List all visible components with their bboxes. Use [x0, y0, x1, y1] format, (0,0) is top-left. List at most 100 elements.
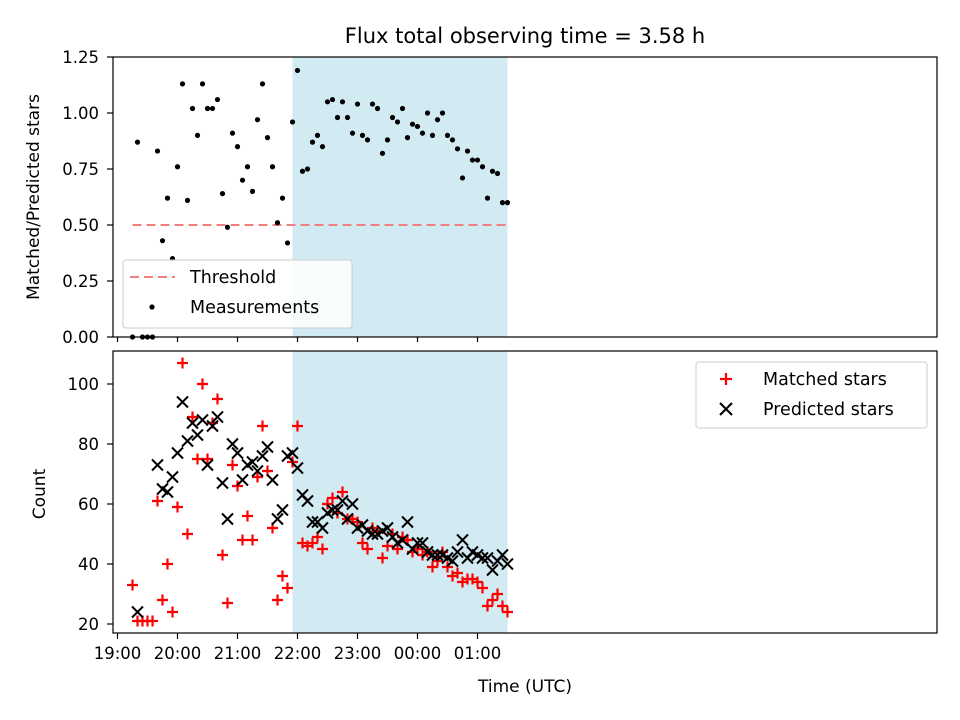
measurement-point: [399, 105, 406, 112]
legend-measurements-swatch: [149, 304, 155, 310]
measurement-point: [179, 81, 186, 87]
predicted-star-marker: [501, 557, 514, 571]
measurement-point: [304, 166, 311, 172]
ratio-x-ticks: [116, 337, 479, 342]
measurement-points: [129, 67, 511, 340]
predicted-star-marker: [331, 503, 344, 517]
matched-star-marker: [377, 552, 388, 564]
matched-star-marker: [202, 453, 213, 465]
measurement-point: [184, 197, 191, 203]
matched-star-marker: [197, 378, 208, 390]
predicted-star-marker: [481, 551, 494, 565]
predicted-star-marker: [261, 440, 274, 454]
measurement-point: [319, 144, 326, 150]
predicted-star-marker: [486, 563, 499, 577]
measurement-point: [204, 105, 211, 112]
predicted-star-marker: [411, 536, 424, 550]
measurement-point: [359, 132, 366, 138]
measurement-point: [219, 191, 226, 197]
measurement-point: [199, 81, 206, 87]
measurement-point: [379, 150, 386, 156]
measurement-point: [419, 130, 426, 136]
measurement-point: [384, 137, 391, 143]
ratio-panel: 0.00 0.25 0.50 0.75 1.00 1.25 Matched/Predict…: [24, 48, 938, 347]
measurement-point: [334, 114, 341, 121]
matched-star-marker: [147, 615, 158, 627]
count-y-axis-label: Count: [30, 468, 50, 519]
ratio-y-axis-label: Matched/Predicted stars: [24, 94, 44, 300]
legend-predicted-swatch: [719, 402, 733, 416]
predicted-star-marker: [366, 527, 379, 541]
x-tick-label: 01:00: [454, 644, 502, 663]
measurement-point: [299, 168, 306, 174]
predicted-star-marker: [211, 410, 224, 424]
predicted-star-marker: [166, 470, 179, 484]
y-tick-label: 100: [68, 375, 100, 394]
measurement-point: [279, 195, 286, 201]
legend-matched-label: Matched stars: [763, 370, 887, 390]
predicted-star-marker: [201, 458, 214, 472]
y-tick-label: 1.00: [62, 104, 99, 123]
predicted-star-marker: [191, 428, 204, 442]
predicted-star-marker: [326, 503, 339, 517]
matched-star-marker: [162, 558, 173, 570]
matched-star-marker: [337, 486, 348, 498]
x-axis-label: Time (UTC): [477, 677, 572, 697]
y-tick-label: 80: [78, 435, 99, 454]
matched-star-marker: [292, 420, 303, 432]
predicted-star-marker: [216, 476, 229, 490]
measurement-point: [229, 130, 236, 136]
predicted-star-marker: [181, 434, 194, 448]
measurement-point: [464, 148, 471, 154]
matched-stars-points: [127, 357, 513, 627]
predicted-star-marker: [381, 521, 394, 535]
legend-predicted-label: Predicted stars: [763, 400, 894, 420]
matched-star-marker: [352, 516, 363, 528]
predicted-star-marker: [456, 533, 469, 547]
matched-star-marker: [212, 393, 223, 405]
measurement-point: [424, 110, 431, 116]
predicted-star-marker: [196, 413, 209, 427]
measurement-point: [324, 99, 331, 105]
ratio-legend-box: [122, 259, 353, 329]
matched-star-marker: [182, 528, 193, 540]
measurement-point: [429, 132, 436, 138]
measurement-point: [339, 99, 346, 105]
predicted-star-marker: [286, 446, 299, 460]
legend-matched-swatch: [720, 373, 732, 385]
measurement-point: [389, 114, 396, 121]
measurement-point: [309, 139, 316, 145]
measurement-point: [134, 139, 141, 145]
predicted-star-marker: [251, 464, 264, 478]
x-tick-label: 21:00: [214, 644, 262, 663]
predicted-star-marker: [396, 533, 409, 547]
matched-star-marker: [482, 600, 493, 612]
measurement-point: [274, 220, 281, 226]
y-tick-label: 1.25: [62, 48, 99, 67]
predicted-star-marker: [446, 554, 459, 568]
measurement-point: [404, 135, 411, 141]
x-tick-label: 22:00: [274, 644, 322, 663]
predicted-star-marker: [226, 437, 239, 451]
measurement-point: [344, 114, 351, 121]
measurement-point: [269, 164, 276, 170]
predicted-star-marker: [151, 458, 164, 472]
x-tick-label: 23:00: [334, 644, 382, 663]
measurement-point: [499, 200, 506, 206]
predicted-star-marker: [336, 494, 349, 508]
measurement-point: [414, 123, 421, 130]
measurement-point: [154, 148, 161, 154]
predicted-star-marker: [401, 515, 414, 529]
measurement-point: [369, 101, 376, 107]
measurement-point: [254, 117, 261, 123]
legend-threshold-label: Threshold: [189, 268, 276, 288]
predicted-star-marker: [206, 419, 219, 433]
x-tick-label: 00:00: [394, 644, 442, 663]
measurement-point: [194, 132, 201, 138]
predicted-star-marker: [176, 395, 189, 409]
matched-star-marker: [167, 606, 178, 618]
measurement-point: [349, 130, 356, 136]
x-tick-label: 20:00: [154, 644, 202, 663]
matched-star-marker: [177, 357, 188, 369]
matched-star-marker: [152, 495, 163, 507]
